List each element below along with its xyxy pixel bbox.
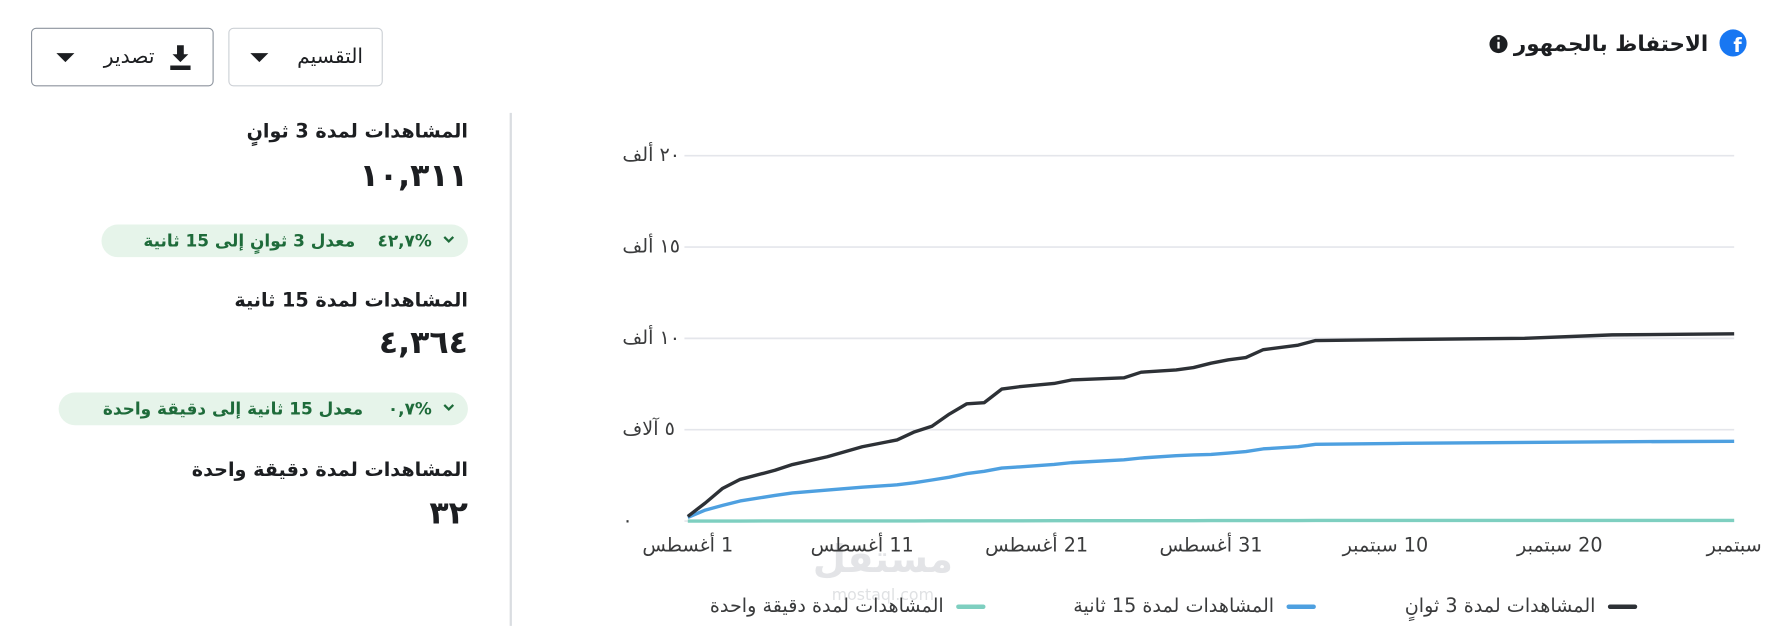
y-tick-label: ٥ آلاف [622,416,675,440]
facebook-icon [1719,29,1747,57]
rate-label: معدل 15 ثانية إلى دقيقة واحدة [103,398,363,419]
legend-label[interactable]: المشاهدات لمدة 3 ثوانٍ [1405,594,1596,621]
rate-value: %٠,٧ [388,398,432,418]
rate-pill[interactable] [101,224,468,258]
x-tick-label: 31 أغسطس [1159,532,1262,556]
export-button[interactable] [31,27,214,87]
info-icon-glyph [1497,37,1500,40]
x-tick-label: 21 أغسطس [985,532,1088,556]
series-line [686,332,1735,518]
legend-label[interactable]: المشاهدات لمدة 15 ثانية [1073,594,1274,617]
caret-icon [250,53,269,63]
stat-label: المشاهدات لمدة 15 ثانية [234,289,468,312]
stat-value: ١٠,٣١١ [360,158,468,194]
y-tick-label: ٢٠ ألف [622,142,680,166]
y-tick-label: ٠ [622,509,632,532]
series-line [687,439,1735,519]
y-tick-label: ١٠ ألف [622,325,680,349]
x-tick-label: 1 أغسطس [642,532,733,556]
x-tick-label: 20 سبتمبر [1516,533,1603,556]
watermark: مستقل [813,537,953,582]
chevron-icon [443,404,455,412]
export-label: تصدير [103,44,155,68]
stat-value: ٤,٣٦٤ [379,325,468,361]
facebook-icon-glyph: f [1733,34,1742,57]
rate-value: %٤٢,٧ [378,230,432,250]
chevron-icon [443,236,455,243]
chart: ٠ ٥ آلاف ١٠ ألف ١٥ ألف ٢٠ ألف 1 أغسطس 11 أغسطس… [622,142,1761,621]
y-tick-label: ١٥ ألف [622,234,680,258]
rate-pill[interactable] [58,392,468,426]
breakdown-button[interactable] [228,27,383,87]
stat-label: المشاهدات لمدة 3 ثوانٍ [247,120,468,147]
legend-label[interactable]: المشاهدات لمدة دقيقة واحدة [710,594,944,617]
x-tick-label: 11 أغسطس [811,532,914,556]
stat-value: ٣٢ [429,495,468,531]
x-tick-label: سبتمبر [1706,533,1762,556]
stat-label: المشاهدات لمدة دقيقة واحدة [192,458,468,481]
watermark-site: mostaql.com [832,585,934,604]
card-title: الاحتفاظ بالجمهور [1513,32,1708,57]
download-icon [170,45,191,71]
breakdown-label: التقسيم [297,44,363,68]
info-icon-glyph [1497,41,1500,49]
caret-icon [56,53,75,63]
series-line [687,518,1735,523]
x-tick-label: 10 سبتمبر [1342,533,1429,556]
